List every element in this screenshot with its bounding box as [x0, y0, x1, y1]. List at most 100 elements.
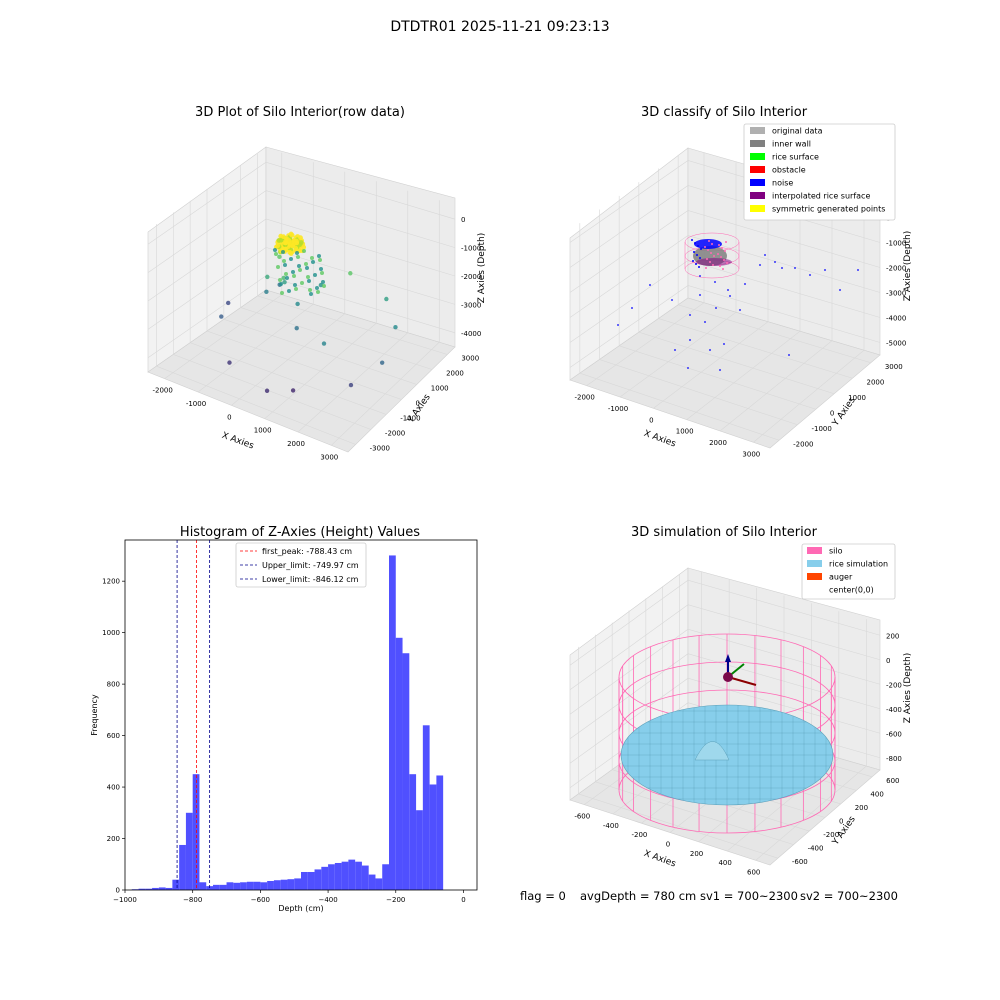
x-tick-label: 3000 [320, 453, 338, 461]
raw-cluster-point [293, 283, 297, 287]
raw-cluster-point [276, 238, 282, 243]
legend-label: auger [829, 573, 853, 582]
legend-label: inner wall [772, 140, 811, 149]
x-tick-label: -600 [574, 813, 590, 821]
raw-cluster-point [316, 290, 320, 294]
histogram-bar [416, 810, 423, 890]
histogram-bar [402, 653, 410, 890]
classify-cluster-point [711, 243, 713, 245]
grid-line-z [569, 285, 881, 368]
raw-point [219, 314, 224, 319]
grid-line-x [686, 181, 801, 420]
y-tick-label: 1000 [102, 629, 120, 637]
classify-cluster-point [695, 263, 697, 265]
histogram-bar [361, 865, 369, 890]
x-tick-label: 1000 [254, 427, 272, 435]
raw-cluster-point [295, 251, 299, 255]
raw-point [264, 289, 269, 295]
grid-line-x [197, 162, 314, 393]
classify-noise-point [649, 284, 651, 286]
raw-point [281, 275, 286, 281]
classify-cluster-point [692, 260, 694, 262]
histogram-bar [321, 866, 329, 890]
figure-suptitle: DTDTR01 2025-11-21 09:23:13 [390, 19, 609, 35]
raw-cluster-point [289, 257, 293, 261]
histogram-bar [138, 888, 146, 890]
figure-footer: flag = 0 avgDepth = 780 cm sv1 = 700~230… [520, 889, 898, 903]
legend-label: Upper_limit: -749.97 cm [262, 561, 359, 570]
classify-noise-point [739, 309, 741, 311]
x-tick-label: −600 [251, 896, 270, 904]
raw-cluster-point [298, 240, 304, 245]
classify-noise-point [699, 275, 701, 277]
legend-swatch [750, 205, 765, 212]
raw-3d-title: 3D Plot of Silo Interior(row data) [195, 105, 405, 120]
x-tick-label: 0 [666, 841, 670, 849]
histogram-bar [273, 880, 281, 890]
classify-noise-point [824, 269, 826, 271]
grid-line-z [147, 218, 456, 302]
histogram-bar [382, 864, 389, 890]
histogram-xlabel: Depth (cm) [278, 904, 323, 913]
x-tick-label: −400 [318, 896, 337, 904]
histogram-bar [280, 879, 288, 890]
y-tick-label: 0 [839, 818, 843, 826]
histogram-x-ticks: −1000 −800 −600 −400 −200 0 [113, 890, 466, 904]
classify-cluster-point [726, 262, 728, 264]
raw-cluster-point [286, 238, 292, 243]
histogram-bar [219, 884, 227, 890]
raw-cluster-point [279, 282, 283, 286]
histogram-bar [395, 637, 403, 890]
classify-cluster-point [725, 241, 727, 243]
legend-label: silo [829, 547, 843, 556]
raw-cluster-point [313, 273, 317, 277]
x-tick-label: -1000 [186, 400, 206, 408]
y-tick-label: 600 [107, 732, 120, 740]
grid-line-y [618, 195, 816, 410]
histogram-bar [158, 887, 166, 890]
histogram-bar [348, 859, 356, 890]
footer-sv1: sv1 = 700~2300 [700, 889, 798, 903]
grid-line-x [231, 171, 346, 406]
y-tick-label: 400 [107, 784, 120, 792]
histogram-bar [145, 888, 153, 890]
z-tick-label: -2000 [886, 265, 906, 273]
footer-sv2: sv2 = 700~2300 [800, 889, 898, 903]
simulation-legend-frame [801, 543, 896, 600]
grid-line-y [223, 177, 417, 385]
histogram-bar [213, 884, 220, 890]
raw-cluster-point [283, 246, 289, 252]
classify-noise-point [699, 294, 701, 296]
histogram-bars [131, 555, 444, 890]
x-tick-label: 400 [718, 859, 731, 867]
y-tick-label: 800 [107, 681, 120, 689]
y-tick-label: 3000 [461, 355, 479, 363]
grid-line-y [578, 646, 778, 859]
raw-cluster-point [305, 266, 309, 270]
grid-line-z [569, 210, 881, 293]
raw-point [348, 271, 353, 276]
raw-point [226, 300, 231, 306]
classify-noise-point [715, 307, 717, 309]
raw-cluster-point [290, 243, 296, 249]
classify-noise-point [723, 343, 725, 345]
y-tick-label: -1000 [812, 425, 832, 433]
legend-label: Lower_limit: -846.12 cm [262, 575, 359, 584]
grid-line-y [599, 209, 798, 426]
legend-swatch [807, 586, 822, 593]
histogram-bar [260, 882, 268, 890]
z-tick-label: -800 [886, 755, 902, 763]
raw-cluster-point [321, 280, 325, 284]
classify-3d-xlabel: X Axies [642, 429, 677, 450]
histogram-bar [294, 878, 301, 890]
x-tick-label: 200 [690, 850, 703, 858]
raw-cluster-point [284, 272, 288, 276]
legend-label: original data [772, 127, 823, 136]
footer-avg-depth: avgDepth = 780 cm [580, 889, 696, 903]
legend-swatch [807, 560, 822, 567]
x-tick-label: -400 [603, 822, 619, 830]
grid-line-y [611, 622, 810, 832]
legend-swatch [750, 127, 765, 134]
raw-cluster-point [296, 255, 300, 259]
raw-point [321, 341, 327, 346]
